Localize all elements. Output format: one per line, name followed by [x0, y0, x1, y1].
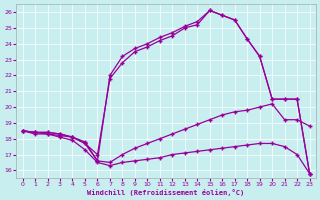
X-axis label: Windchill (Refroidissement éolien,°C): Windchill (Refroidissement éolien,°C) [87, 189, 245, 196]
